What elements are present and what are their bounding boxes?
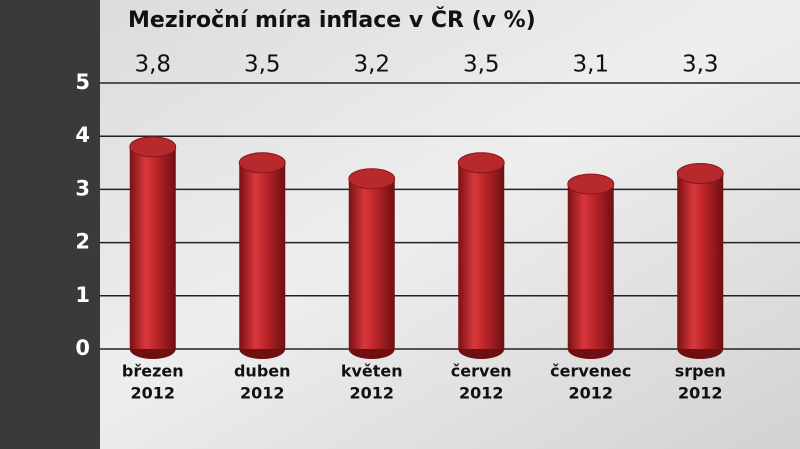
bar-top — [676, 162, 724, 184]
chart-title: Meziroční míra inflace v ČR (v %) — [128, 7, 536, 33]
bar — [239, 162, 286, 349]
y-tick-label: 4 — [75, 123, 90, 147]
x-tick-label: květen — [341, 362, 403, 381]
y-tick-label: 0 — [75, 336, 90, 360]
bar-top — [238, 152, 286, 174]
x-tick-label: červen — [451, 362, 512, 381]
x-tick-label: 2012 — [240, 384, 285, 403]
y-tick-label: 2 — [75, 230, 90, 254]
x-tick-label: 2012 — [459, 384, 504, 403]
bar — [458, 162, 505, 349]
bar — [677, 173, 724, 349]
x-tick-label: srpen — [675, 362, 726, 381]
value-label: 3,3 — [682, 52, 719, 78]
value-label: 3,1 — [572, 52, 609, 78]
y-tick-label: 3 — [75, 176, 90, 200]
value-label: 3,5 — [244, 52, 281, 78]
x-tick-label: 2012 — [678, 384, 723, 403]
x-tick-label: duben — [234, 362, 291, 381]
axis-strip — [0, 0, 100, 449]
x-tick-label: 2012 — [349, 384, 394, 403]
bar — [348, 178, 395, 349]
bar — [567, 184, 614, 349]
value-label: 3,5 — [463, 52, 500, 78]
bar-top — [129, 136, 177, 158]
bar-top — [348, 168, 396, 190]
x-tick-label: 2012 — [568, 384, 613, 403]
x-tick-label: 2012 — [130, 384, 175, 403]
value-label: 3,8 — [134, 52, 171, 78]
bar — [129, 146, 176, 349]
value-label: 3,2 — [353, 52, 390, 78]
y-tick-label: 5 — [75, 70, 90, 94]
bar-top — [567, 173, 615, 195]
x-tick-label: březen — [122, 362, 184, 381]
x-tick-label: červenec — [550, 362, 631, 381]
bar-top — [457, 152, 505, 174]
y-tick-label: 1 — [75, 283, 90, 307]
